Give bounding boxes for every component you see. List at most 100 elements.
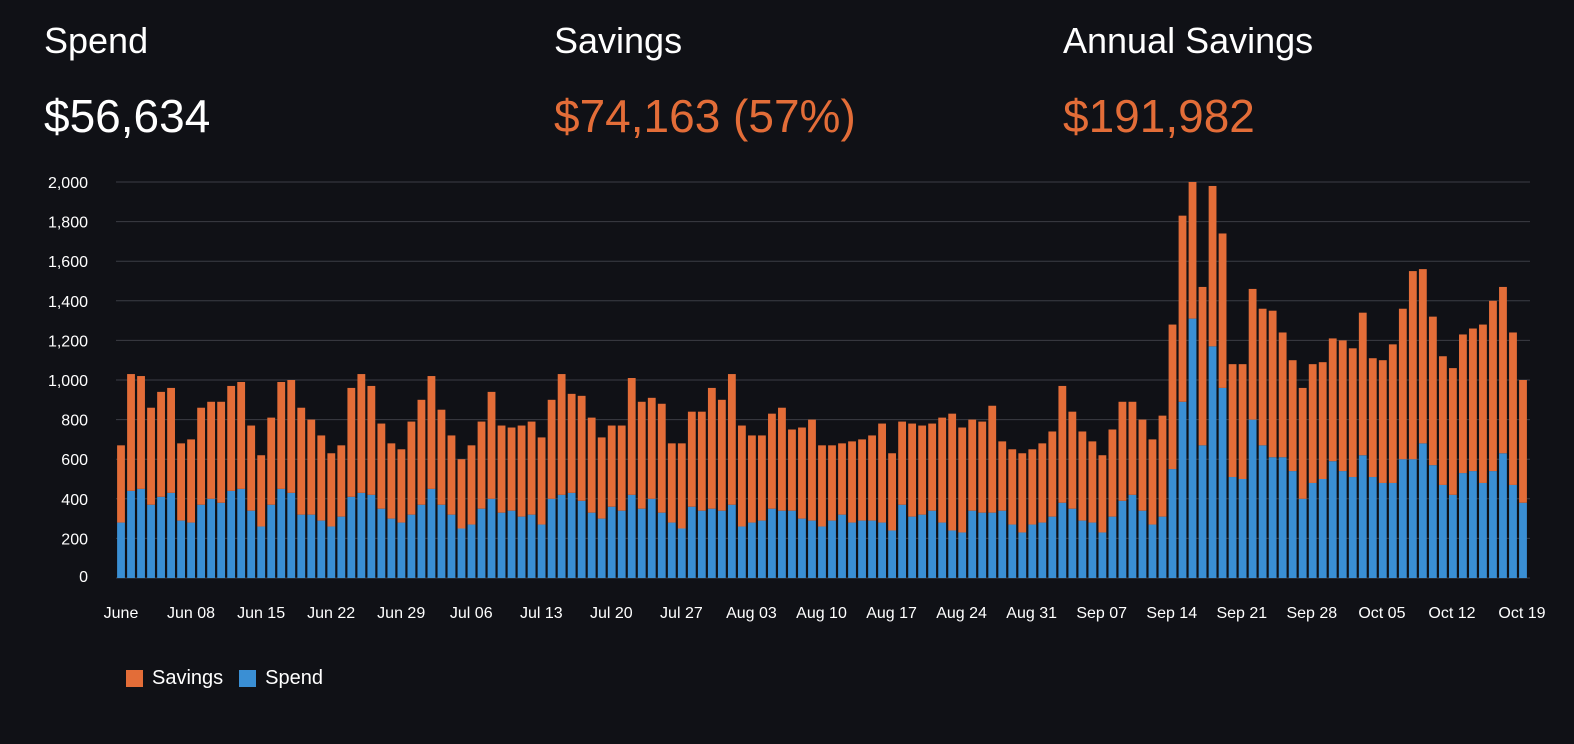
spend-bar[interactable] <box>808 520 816 578</box>
savings-bar[interactable] <box>878 423 886 523</box>
savings-bar[interactable] <box>587 417 596 513</box>
savings-bar[interactable] <box>1408 271 1417 460</box>
savings-bar[interactable] <box>908 423 917 517</box>
savings-bar[interactable] <box>768 413 776 509</box>
savings-bar[interactable] <box>1058 385 1067 503</box>
savings-bar[interactable] <box>547 399 556 499</box>
spend-bar[interactable] <box>1078 520 1087 578</box>
spend-bar[interactable] <box>788 510 796 578</box>
savings-bar[interactable] <box>1218 233 1227 388</box>
spend-bar[interactable] <box>1428 465 1437 578</box>
savings-bar[interactable] <box>477 421 486 509</box>
savings-bar[interactable] <box>1298 387 1307 499</box>
savings-bar[interactable] <box>1318 362 1327 479</box>
spend-bar[interactable] <box>958 532 967 578</box>
savings-bar[interactable] <box>567 393 576 493</box>
spend-bar[interactable] <box>978 512 987 578</box>
spend-bar[interactable] <box>667 522 676 578</box>
spend-bar[interactable] <box>998 510 1007 578</box>
savings-bar[interactable] <box>808 419 816 521</box>
savings-bar[interactable] <box>1198 286 1207 446</box>
savings-bar[interactable] <box>1459 334 1467 474</box>
savings-bar[interactable] <box>848 441 856 523</box>
savings-bar[interactable] <box>457 459 466 529</box>
spend-bar[interactable] <box>888 530 897 578</box>
savings-bar[interactable] <box>127 374 135 491</box>
savings-bar[interactable] <box>948 413 957 531</box>
savings-bar[interactable] <box>1068 411 1077 509</box>
savings-bar[interactable] <box>747 435 756 523</box>
savings-bar[interactable] <box>637 401 646 509</box>
savings-bar[interactable] <box>287 380 296 493</box>
spend-bar[interactable] <box>647 498 656 578</box>
savings-bar[interactable] <box>347 387 356 497</box>
savings-bar[interactable] <box>557 374 566 495</box>
spend-bar[interactable] <box>848 522 856 578</box>
spend-bar[interactable] <box>197 504 206 578</box>
spend-bar[interactable] <box>227 490 236 578</box>
savings-bar[interactable] <box>537 437 546 525</box>
spend-bar[interactable] <box>778 510 786 578</box>
savings-bar[interactable] <box>1418 269 1427 444</box>
legend-item-savings[interactable]: Savings <box>126 667 223 690</box>
savings-bar[interactable] <box>1438 356 1447 485</box>
spend-bar[interactable] <box>747 522 756 578</box>
spend-bar[interactable] <box>467 524 476 578</box>
spend-bar[interactable] <box>447 514 456 578</box>
spend-bar[interactable] <box>818 526 826 578</box>
spend-bar[interactable] <box>1238 479 1247 578</box>
spend-bar[interactable] <box>1198 445 1207 578</box>
savings-bar[interactable] <box>377 423 386 509</box>
spend-bar[interactable] <box>1168 469 1177 578</box>
savings-bar[interactable] <box>1108 429 1117 517</box>
spend-bar[interactable] <box>928 510 937 578</box>
spend-bar[interactable] <box>1178 401 1187 578</box>
spend-bar[interactable] <box>217 502 226 578</box>
savings-bar[interactable] <box>267 417 276 505</box>
savings-bar[interactable] <box>778 407 786 511</box>
savings-bar[interactable] <box>157 391 165 497</box>
spend-bar[interactable] <box>1418 443 1427 578</box>
savings-bar[interactable] <box>1168 324 1177 470</box>
spend-bar[interactable] <box>1028 524 1037 578</box>
savings-bar[interactable] <box>798 427 806 519</box>
savings-bar[interactable] <box>727 374 736 505</box>
spend-bar[interactable] <box>607 506 616 578</box>
savings-bar[interactable] <box>357 374 366 493</box>
spend-bar[interactable] <box>737 526 746 578</box>
savings-bar[interactable] <box>1018 453 1027 533</box>
savings-bar[interactable] <box>1338 340 1347 472</box>
spend-bar[interactable] <box>1489 471 1497 578</box>
spend-bar[interactable] <box>427 488 436 578</box>
spend-bar[interactable] <box>1338 471 1347 578</box>
savings-bar[interactable] <box>677 443 686 529</box>
spend-bar[interactable] <box>487 498 496 578</box>
spend-bar[interactable] <box>127 490 135 578</box>
spend-bar[interactable] <box>1398 459 1407 578</box>
savings-bar[interactable] <box>888 453 897 531</box>
savings-bar[interactable] <box>427 376 436 489</box>
spend-bar[interactable] <box>768 508 776 578</box>
spend-bar[interactable] <box>267 504 276 578</box>
spend-bar[interactable] <box>1058 502 1067 578</box>
spend-bar[interactable] <box>1298 498 1307 578</box>
savings-bar[interactable] <box>607 425 616 507</box>
savings-bar[interactable] <box>1028 449 1037 525</box>
spend-bar[interactable] <box>697 510 706 578</box>
spend-bar[interactable] <box>167 492 175 578</box>
savings-bar[interactable] <box>507 427 516 511</box>
spend-bar[interactable] <box>948 530 957 578</box>
spend-bar[interactable] <box>257 526 266 578</box>
spend-bar[interactable] <box>377 508 386 578</box>
spend-bar[interactable] <box>237 488 246 578</box>
savings-bar[interactable] <box>788 429 796 511</box>
spend-bar[interactable] <box>938 522 947 578</box>
spend-bar[interactable] <box>1018 532 1027 578</box>
savings-bar[interactable] <box>327 453 336 527</box>
spend-bar[interactable] <box>1088 522 1097 578</box>
spend-bar[interactable] <box>417 504 426 578</box>
savings-bar[interactable] <box>1148 439 1157 525</box>
spend-bar[interactable] <box>1268 457 1277 578</box>
spend-bar[interactable] <box>527 514 536 578</box>
spend-bar[interactable] <box>1509 484 1517 578</box>
